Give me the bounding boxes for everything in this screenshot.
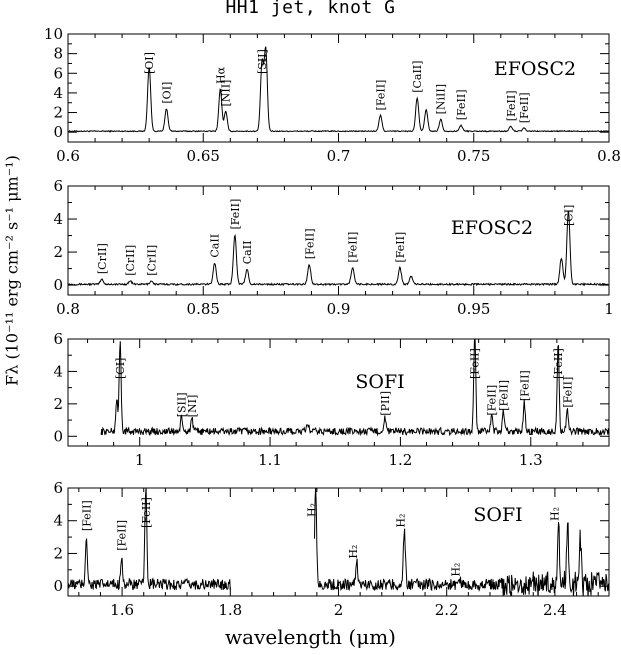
line-label: H₂ <box>306 503 319 517</box>
line-label: [CI] <box>562 205 575 226</box>
y-tick-label: 0 <box>53 577 63 595</box>
spectrum-line <box>68 46 609 133</box>
line-label: [NI] <box>186 395 199 418</box>
line-label: [NiII] <box>435 84 448 114</box>
line-label: [CrII] <box>124 245 137 276</box>
line-label: [CI] <box>114 358 127 379</box>
x-tick-label: 1.8 <box>218 601 242 619</box>
y-tick-label: 0 <box>53 123 63 141</box>
panel-4: 1.6 1.8 2 2.2 2.4 0 2 4 6 [FeII] [FeII] [FeII] H₂ H₂ H… <box>53 479 610 619</box>
x-tick-label: 1 <box>604 300 614 318</box>
line-label: [CaII] <box>411 61 424 93</box>
x-tick-label: 1.1 <box>258 451 282 469</box>
y-tick-label: 2 <box>53 395 63 413</box>
x-tick-label: 2.2 <box>435 601 459 619</box>
panel-2: 0.8 0.85 0.9 0.95 1 0 2 4 6 [CrII] [CrII] [CrII] CaI… <box>53 177 613 318</box>
line-label: [FeII] <box>561 377 574 408</box>
line-label: [FeII] <box>394 232 407 263</box>
line-label: [FeII] <box>140 497 153 528</box>
y-tick-label: 2 <box>53 544 63 562</box>
plot-frame <box>67 338 610 447</box>
x-tick-label: 0.9 <box>327 300 351 318</box>
panel-1: 0.6 0.65 0.7 0.75 0.8 02 4 68 10 [OI] [OI] Hα[NII] [… <box>44 25 621 165</box>
y-tick-label: 6 <box>53 64 63 82</box>
spectrum-line <box>68 488 609 596</box>
chart-title: HH1 jet, knot G <box>225 0 396 18</box>
line-label: [FeII] <box>347 232 360 263</box>
line-label: [OI] <box>160 82 173 104</box>
x-tick-label: 0.65 <box>187 147 220 165</box>
y-tick-label: 2 <box>53 104 63 122</box>
plot-frame <box>67 33 610 143</box>
line-label: H₂ <box>548 507 561 521</box>
instrument-label: SOFI <box>355 371 404 393</box>
x-tick-label: 0.6 <box>56 147 80 165</box>
x-tick-label: 0.95 <box>457 300 490 318</box>
x-tick-label: 1 <box>135 451 145 469</box>
line-label: [FeII] <box>518 92 531 123</box>
x-tick-label: 0.85 <box>187 300 220 318</box>
y-tick-label: 4 <box>53 512 63 530</box>
y-tick-label: 2 <box>53 243 63 261</box>
x-axis-label: wavelength (μm) <box>225 625 396 649</box>
line-label: H₂ <box>347 545 360 559</box>
x-tick-label: 0.7 <box>327 147 351 165</box>
line-label: CaII <box>241 241 254 265</box>
y-tick-label: 0 <box>53 427 63 445</box>
x-tick-label: 0.8 <box>597 147 621 165</box>
x-tick-label: 2.4 <box>543 601 567 619</box>
y-tick-label: 10 <box>44 25 63 43</box>
line-label: [FeII] <box>80 500 93 531</box>
y-tick-label: 6 <box>53 330 63 348</box>
spectrum-line <box>68 210 609 287</box>
y-tick-label: 6 <box>53 479 63 497</box>
line-label: [OI] <box>143 52 156 74</box>
y-tick-label: 0 <box>53 276 63 294</box>
line-label: [CrII] <box>145 245 158 276</box>
line-label: H₂ <box>394 514 407 528</box>
line-label: [PII] <box>379 391 392 416</box>
x-tick-label: 0.75 <box>457 147 490 165</box>
line-label: [FeII] <box>497 380 510 411</box>
y-tick-label: 4 <box>53 362 63 380</box>
line-label: [FeII] <box>505 90 518 121</box>
plot-frame <box>67 185 610 296</box>
y-tick-label: 4 <box>53 84 63 102</box>
instrument-label: EFOSC2 <box>494 58 576 80</box>
y-tick-label: 8 <box>53 45 63 63</box>
line-label: [FeII] <box>518 370 531 401</box>
line-label: CaII <box>209 234 222 258</box>
line-label: [NII] <box>220 80 233 107</box>
line-label: [CrII] <box>96 243 109 274</box>
line-label: Hα <box>214 66 227 84</box>
line-label: [FeII] <box>116 520 129 551</box>
x-tick-label: 0.8 <box>56 300 80 318</box>
line-label: [FeII] <box>455 89 468 120</box>
line-label: [FeII] <box>469 348 482 379</box>
y-tick-label: 4 <box>53 210 63 228</box>
line-label: [FeII] <box>374 80 387 111</box>
x-tick-label: 2 <box>334 601 344 619</box>
line-label: [FeII] <box>303 228 316 259</box>
line-label: [SII] <box>175 392 188 417</box>
instrument-label: SOFI <box>473 504 522 526</box>
line-label: [FeII] <box>486 385 499 416</box>
instrument-label: EFOSC2 <box>451 217 533 239</box>
y-tick-label: 6 <box>53 177 63 195</box>
line-label: [SII] <box>256 49 269 74</box>
spectrum-line <box>100 339 609 437</box>
x-tick-label: 1.2 <box>388 451 412 469</box>
line-label: H₂ <box>449 563 462 577</box>
x-tick-label: 1.6 <box>110 601 134 619</box>
line-label: [FeII] <box>552 348 565 379</box>
x-tick-label: 1.3 <box>519 451 543 469</box>
line-label: [FeII] <box>229 199 242 230</box>
